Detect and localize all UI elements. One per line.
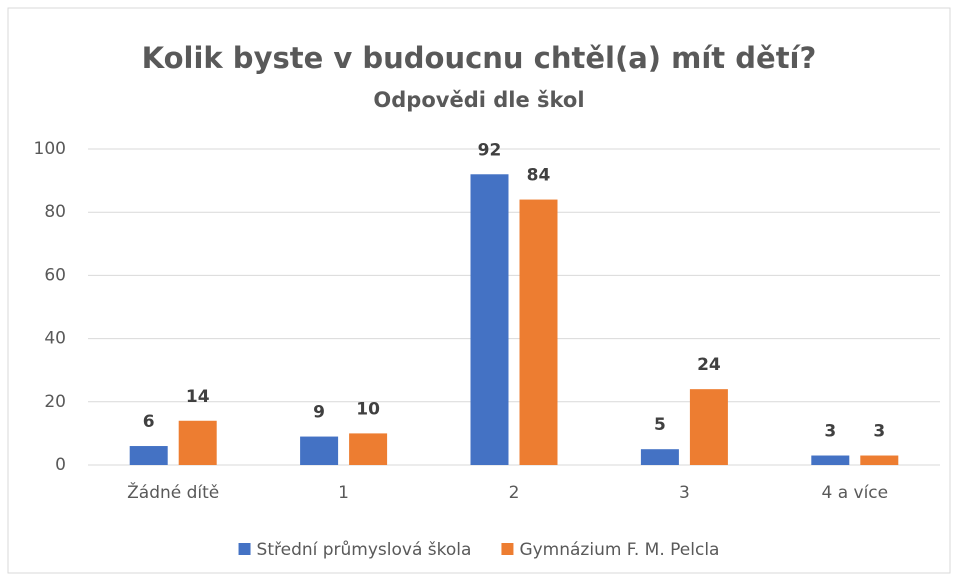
- legend-label: Gymnázium F. M. Pelcla: [519, 540, 719, 560]
- y-tick-label: 100: [34, 139, 66, 159]
- bar: [811, 455, 850, 465]
- data-label: 3: [873, 422, 885, 442]
- x-tick-label: 3: [679, 483, 690, 503]
- y-tick-label: 0: [55, 455, 66, 475]
- bar: [129, 446, 168, 465]
- chart-title: Kolik byste v budoucnu chtěl(a) mít dětí…: [142, 41, 817, 75]
- data-label: 84: [527, 166, 551, 186]
- bar: [470, 174, 509, 465]
- bar: [860, 455, 899, 465]
- bar: [349, 433, 388, 465]
- bar: [689, 389, 728, 465]
- data-label: 5: [654, 415, 666, 435]
- y-tick-label: 80: [44, 202, 66, 222]
- data-label: 3: [824, 422, 836, 442]
- x-tick-label: 1: [338, 483, 349, 503]
- chart-subtitle: Odpovědi dle škol: [373, 88, 584, 112]
- x-tick-label: 4 a více: [821, 483, 888, 503]
- x-tick-label: Žádné dítě: [127, 481, 219, 503]
- y-tick-label: 60: [44, 265, 66, 285]
- legend-swatch: [238, 543, 251, 555]
- legend-label: Střední průmyslová škola: [257, 540, 472, 560]
- data-label: 10: [356, 399, 380, 419]
- legend-swatch: [501, 543, 514, 555]
- data-label: 6: [143, 412, 155, 432]
- bar: [178, 420, 217, 465]
- y-tick-label: 20: [44, 392, 66, 412]
- bar: [300, 436, 339, 465]
- x-tick-label: 2: [509, 483, 520, 503]
- data-label: 24: [697, 355, 721, 375]
- data-label: 9: [313, 403, 325, 423]
- bar: [640, 449, 679, 465]
- y-tick-label: 40: [44, 329, 66, 349]
- data-label: 14: [186, 387, 210, 407]
- bar: [519, 199, 558, 465]
- data-label: 92: [478, 140, 502, 160]
